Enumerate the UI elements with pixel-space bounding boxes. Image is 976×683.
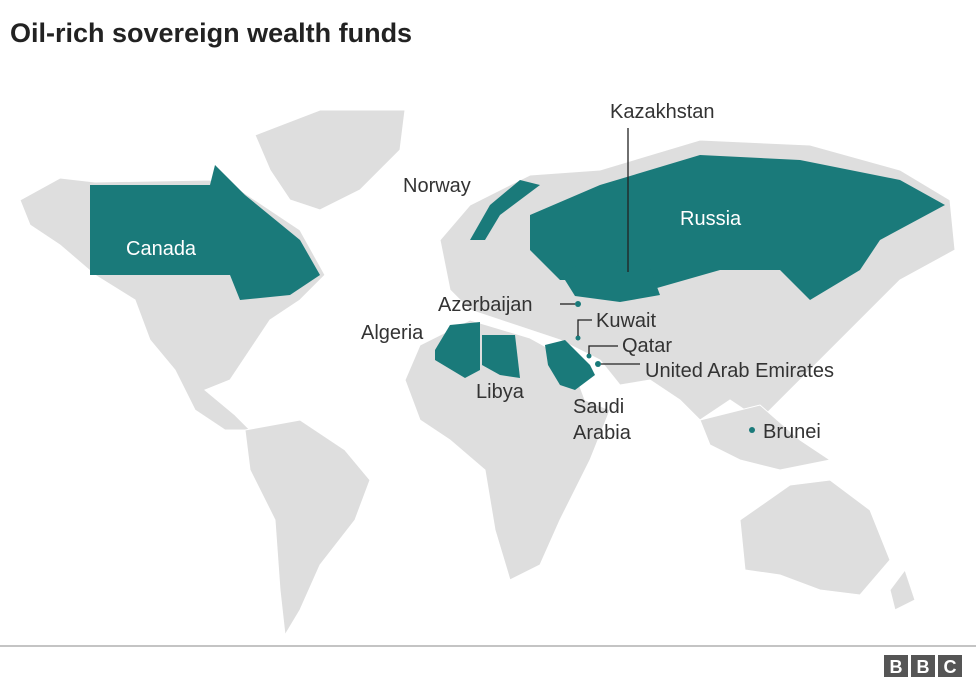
logo-letter: C [944, 657, 957, 677]
country-label: Kuwait [596, 310, 656, 332]
country-label: Kazakhstan [610, 101, 715, 123]
country-label: Qatar [622, 335, 672, 357]
title: Oil-rich sovereign wealth funds [10, 18, 412, 48]
brunei-shape [749, 427, 755, 433]
logo-letter: B [890, 657, 903, 677]
australia [739, 479, 891, 596]
country-label: Norway [403, 175, 471, 197]
country-label: Brunei [763, 421, 821, 443]
country-label: Canada [126, 238, 197, 260]
logo-box [938, 655, 962, 677]
logo-box [911, 655, 935, 677]
bbc-logo: B B C [884, 655, 962, 677]
algeria-shape [435, 322, 480, 378]
russia-shape [530, 155, 945, 300]
country-label: Russia [680, 208, 742, 230]
kuwait-shape [575, 335, 581, 341]
libya-shape [482, 335, 520, 378]
country-label: Azerbaijan [438, 294, 533, 316]
qatar-shape [586, 353, 592, 359]
southeast-asia-islands [699, 404, 832, 471]
uae-shape [595, 361, 601, 367]
leader-lines [560, 128, 640, 365]
kazakhstan-shape [560, 258, 660, 302]
logo-letter: B [917, 657, 930, 677]
greenland [254, 109, 406, 211]
south-america [244, 419, 371, 637]
new-zealand [889, 568, 916, 611]
country-labels: Kazakhstan Norway Russia Canada Azerbaij… [126, 101, 834, 444]
norway-shape [470, 180, 540, 240]
country-label: United Arab Emirates [645, 360, 834, 382]
azerbaijan-shape [575, 301, 581, 307]
canada-shape [90, 165, 320, 300]
saudi-arabia-shape [545, 340, 595, 390]
country-label: Algeria [361, 322, 424, 344]
highlighted-countries [90, 155, 945, 433]
country-label: Libya [476, 381, 525, 403]
leader-line [588, 345, 618, 354]
logo-box [884, 655, 908, 677]
leader-line [577, 319, 592, 336]
country-label: Saudi Arabia [573, 396, 632, 444]
